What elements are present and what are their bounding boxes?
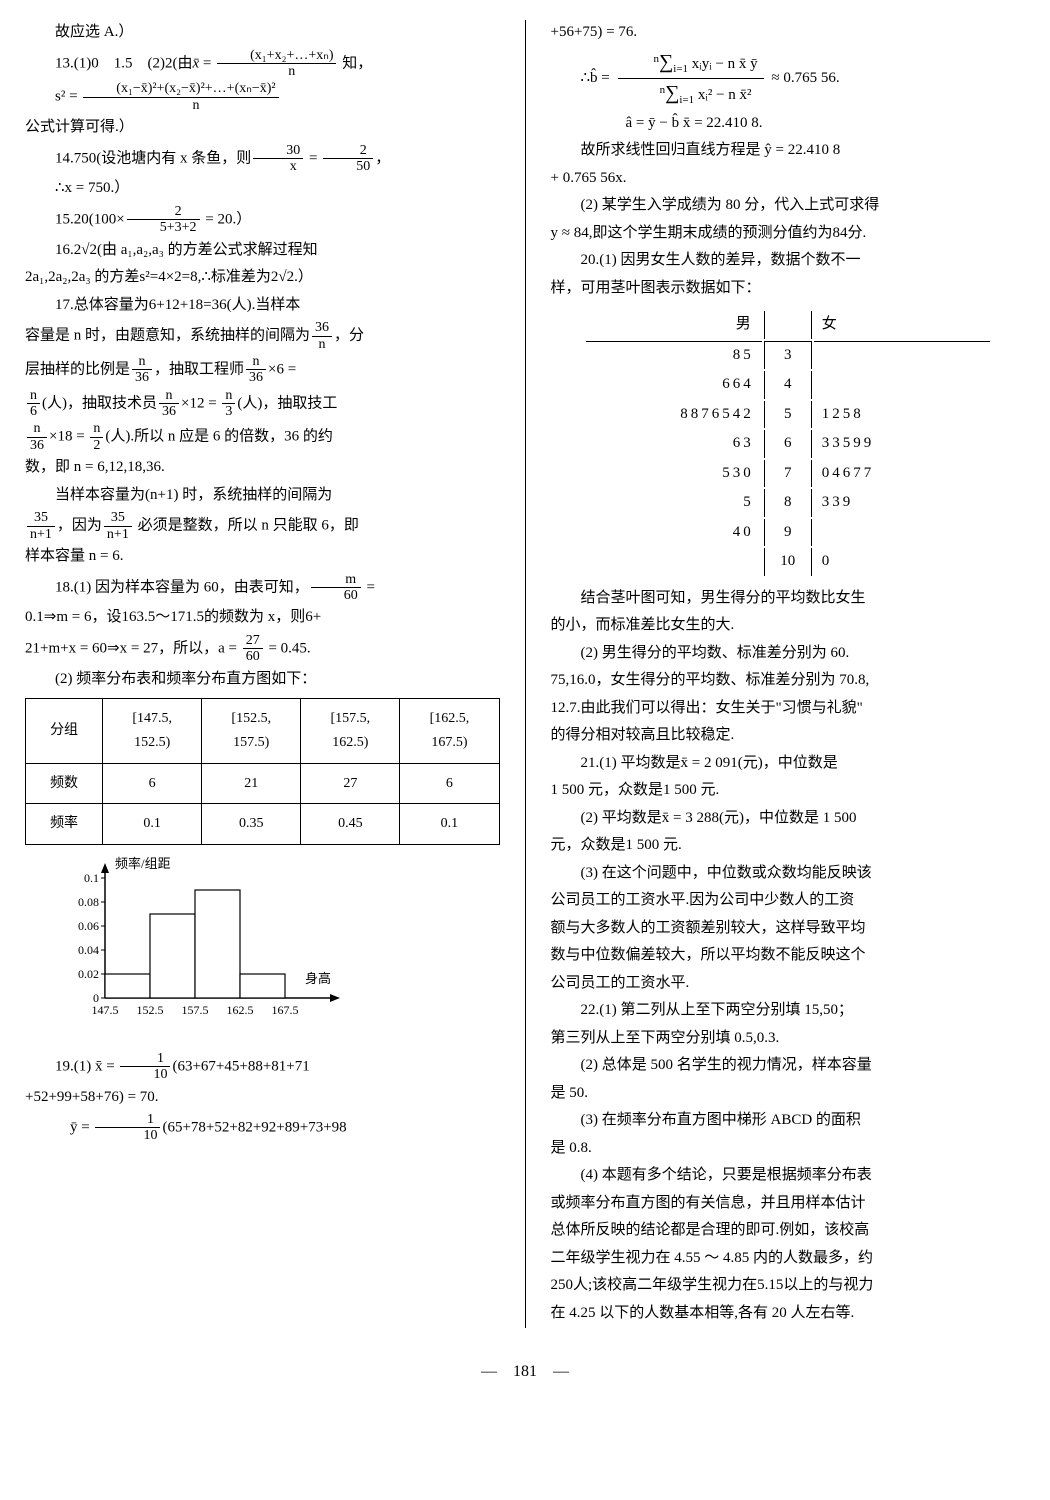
page-number: — 181 — <box>25 1358 1025 1385</box>
text: 结合茎叶图可知，男生得分的平均数比女生 <box>551 586 1026 612</box>
text: 16.2√2(由 a₁,a₂,a₃ 的方差公式求解过程知 <box>25 238 500 264</box>
stem-leaf-row: 63633599 <box>586 430 990 458</box>
left-column: 故应选 A.） 13.(1)0 1.5 (2)2(由x̄ = (x₁+x₂+…+… <box>25 20 500 1328</box>
table-row: 频数621276 <box>26 763 500 804</box>
text: 19.(1) x̄ = 110(63+67+45+88+81+71 <box>25 1051 500 1083</box>
text: 额与大多数人的工资额差别较大，这样导致平均 <box>551 916 1026 942</box>
text: 公式计算可得.） <box>25 115 500 141</box>
svg-text:频率/组距: 频率/组距 <box>115 856 171 871</box>
text: (2) 频率分布表和频率分布直方图如下： <box>25 667 500 693</box>
stem-leaf-row: 6644 <box>586 371 990 399</box>
text: â = ȳ − b̂ x̄ = 22.410 8. <box>551 111 1026 137</box>
text: (2) 平均数是x̄ = 3 288(元)，中位数是 1 500 <box>551 806 1026 832</box>
text: 14.750(设池塘内有 x 条鱼，则30x = 250， <box>25 143 500 175</box>
text: 1 500 元，众数是1 500 元. <box>551 778 1026 804</box>
text: ȳ = 110(65+78+52+82+92+89+73+98 <box>25 1112 500 1144</box>
column-divider <box>525 20 526 1328</box>
text: 层抽样的比例是n36，抽取工程师n36×6 = <box>25 354 500 386</box>
text: 17.总体容量为6+12+18=36(人).当样本 <box>25 293 500 319</box>
text: 13.(1)0 1.5 (2)2(由x̄ = (x₁+x₂+…+xₙ)n 知， <box>25 48 500 80</box>
text: 250人;该校高二年级学生视力在5.15以上的与视力 <box>551 1273 1026 1299</box>
text: +56+75) = 76. <box>551 20 1026 46</box>
text: 是 50. <box>551 1081 1026 1107</box>
table-row: 频率0.10.350.450.1 <box>26 804 500 845</box>
stem-leaf-row: 58339 <box>586 489 990 517</box>
stem-leaf-row: 100 <box>586 548 990 576</box>
text: 数与中位数偏差较大，所以平均数不能反映这个 <box>551 943 1026 969</box>
text: 18.(1) 因为样本容量为 60，由表可知，m60 = <box>25 572 500 604</box>
svg-text:身高: 身高 <box>305 971 331 986</box>
svg-text:0.02: 0.02 <box>78 967 99 981</box>
text: n6(人)，抽取技术员n36×12 = n3(人)，抽取技工 <box>25 388 500 420</box>
text: 0.1⇒m = 6，设163.5～171.5的频数为 x，则6+ <box>25 605 500 631</box>
text: 22.(1) 第二列从上至下两空分别填 15,50； <box>551 998 1026 1024</box>
text: n36×18 = n2(人).所以 n 应是 6 的倍数，36 的约 <box>25 421 500 453</box>
histogram-svg: 频率/组距 身高 00.020.040.060.080.1 147.5152.5… <box>55 853 355 1033</box>
table-row: 分组[147.5, 152.5)[152.5, 157.5)[157.5, 16… <box>26 699 500 764</box>
text: 2a₁,2a₂,2a₃ 的方差s²=4×2=8,∴标准差为2√2.） <box>25 265 500 291</box>
svg-text:0.04: 0.04 <box>78 943 99 957</box>
svg-text:167.5: 167.5 <box>272 1003 299 1017</box>
text: y ≈ 84,即这个学生期末成绩的预测分值约为84分. <box>551 221 1026 247</box>
text: (2) 总体是 500 名学生的视力情况，样本容量 <box>551 1053 1026 1079</box>
text: (4) 本题有多个结论，只要是根据频率分布表 <box>551 1163 1026 1189</box>
text: 元，众数是1 500 元. <box>551 833 1026 859</box>
stem-leaf-plot: 男女 8536644887654251258636335995307046775… <box>584 309 992 578</box>
svg-text:162.5: 162.5 <box>227 1003 254 1017</box>
text: 样，可用茎叶图表示数据如下： <box>551 276 1026 302</box>
text: 21.(1) 平均数是x̄ = 2 091(元)，中位数是 <box>551 751 1026 777</box>
text: 样本容量 n = 6. <box>25 544 500 570</box>
text: 公司员工的工资水平.因为公司中少数人的工资 <box>551 888 1026 914</box>
svg-text:152.5: 152.5 <box>137 1003 164 1017</box>
text: 是 0.8. <box>551 1136 1026 1162</box>
histogram: 频率/组距 身高 00.020.040.060.080.1 147.5152.5… <box>55 853 500 1043</box>
text: ∴x = 750.） <box>25 176 500 202</box>
text: 故应选 A.） <box>25 20 500 46</box>
text: 的得分相对较高且比较稳定. <box>551 723 1026 749</box>
svg-text:0.06: 0.06 <box>78 919 99 933</box>
stem-leaf-row: 887654251258 <box>586 401 990 429</box>
text: 的小，而标准差比女生的大. <box>551 613 1026 639</box>
text: 21+m+x = 60⇒x = 27，所以，a = 2760 = 0.45. <box>25 633 500 665</box>
text: s² = (x₁−x̄)²+(x₂−x̄)²+…+(xₙ−x̄)²n <box>25 81 500 113</box>
stem-leaf-row: 530704677 <box>586 460 990 488</box>
text: 75,16.0，女生得分的平均数、标准差分别为 70.8, <box>551 668 1026 694</box>
text: 20.(1) 因男女生人数的差异，数据个数不一 <box>551 248 1026 274</box>
text: 15.20(100×25+3+2 = 20.） <box>25 204 500 236</box>
text: 或频率分布直方图的有关信息，并且用样本估计 <box>551 1191 1026 1217</box>
text: (2) 某学生入学成绩为 80 分，代入上式可求得 <box>551 193 1026 219</box>
text: 当样本容量为(n+1) 时，系统抽样的间隔为 <box>25 483 500 509</box>
text: 数，即 n = 6,12,18,36. <box>25 455 500 481</box>
text: (3) 在这个问题中，中位数或众数均能反映该 <box>551 861 1026 887</box>
text: 公司员工的工资水平. <box>551 971 1026 997</box>
text: 在 4.25 以下的人数基本相等,各有 20 人左右等. <box>551 1301 1026 1327</box>
text: (3) 在频率分布直方图中梯形 ABCD 的面积 <box>551 1108 1026 1134</box>
svg-text:147.5: 147.5 <box>92 1003 119 1017</box>
text: ∴b̂ = n∑i=1 xᵢyᵢ − n x̄ ȳ n∑i=1 xᵢ² − n … <box>551 48 1026 109</box>
text: 容量是 n 时，由题意知，系统抽样的间隔为36n，分 <box>25 320 500 352</box>
text: 12.7.由此我们可以得出：女生关于"习惯与礼貌" <box>551 696 1026 722</box>
text: 第三列从上至下两空分别填 0.5,0.3. <box>551 1026 1026 1052</box>
text: + 0.765 56x. <box>551 166 1026 192</box>
text: 总体所反映的结论都是合理的即可.例如，该校高 <box>551 1218 1026 1244</box>
text: 二年级学生视力在 4.55 ～ 4.85 内的人数最多，约 <box>551 1246 1026 1272</box>
svg-text:0.08: 0.08 <box>78 895 99 909</box>
text: +52+99+58+76) = 70. <box>25 1085 500 1111</box>
svg-text:157.5: 157.5 <box>182 1003 209 1017</box>
right-column: +56+75) = 76. ∴b̂ = n∑i=1 xᵢyᵢ − n x̄ ȳ … <box>551 20 1026 1328</box>
svg-text:0.1: 0.1 <box>84 871 99 885</box>
text: 故所求线性回归直线方程是 ŷ = 22.410 8 <box>551 138 1026 164</box>
text: (2) 男生得分的平均数、标准差分别为 60. <box>551 641 1026 667</box>
stem-leaf-row: 409 <box>586 519 990 547</box>
frequency-table: 分组[147.5, 152.5)[152.5, 157.5)[157.5, 16… <box>25 698 500 845</box>
text: 35n+1，因为35n+1 必须是整数，所以 n 只能取 6，即 <box>25 510 500 542</box>
stem-leaf-row: 853 <box>586 341 990 370</box>
